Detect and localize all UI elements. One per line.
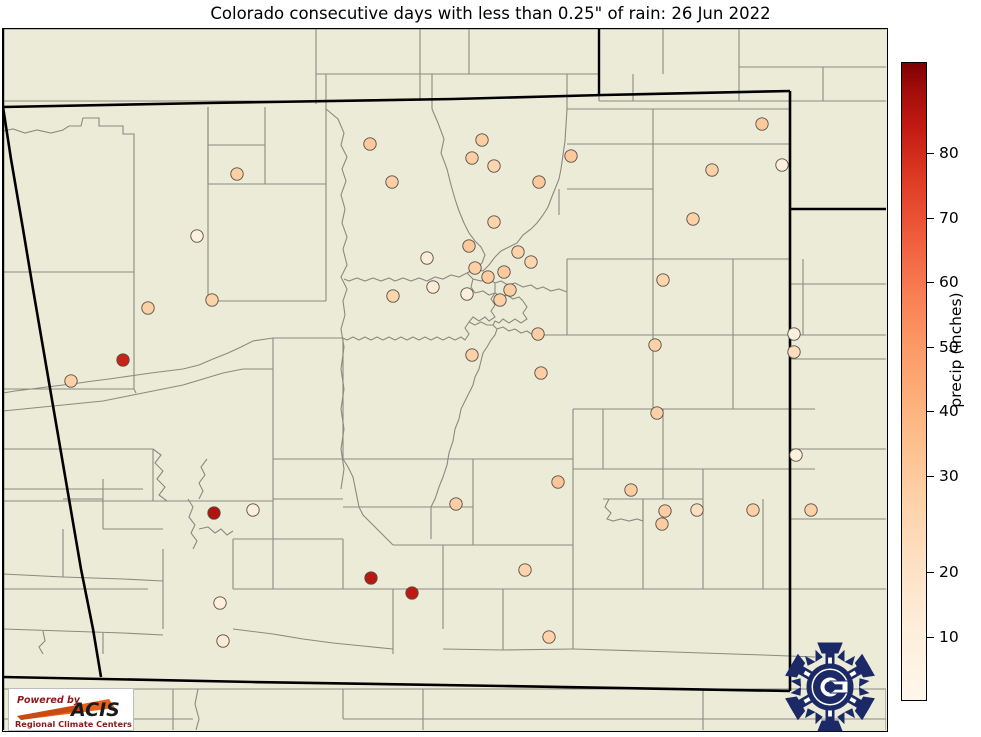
station-point — [116, 353, 130, 367]
page-title: Colorado consecutive days with less than… — [210, 4, 771, 23]
station-point — [420, 251, 434, 265]
colorbar-tick-label: 10 — [939, 628, 959, 646]
colorbar: 80 70 60 50 40 30 20 10 — [901, 62, 959, 701]
colorbar-tick-label: 50 — [939, 338, 959, 356]
station-point — [686, 212, 700, 226]
station-point — [648, 338, 662, 352]
station-point — [655, 517, 669, 531]
colorbar-tick-mark — [927, 411, 934, 412]
acis-wordmark: ACIS — [69, 699, 120, 721]
station-point — [787, 327, 801, 341]
station-point — [804, 503, 818, 517]
station-point — [487, 215, 501, 229]
colorbar-tick-label: 30 — [939, 467, 959, 485]
station-point — [216, 634, 230, 648]
station-point — [386, 289, 400, 303]
station-point — [230, 167, 244, 181]
station-point — [449, 497, 463, 511]
station-point — [658, 504, 672, 518]
station-point — [426, 280, 440, 294]
colorbar-axis-label-wrapper: precip (inches) — [946, 0, 970, 700]
station-point — [141, 301, 155, 315]
station-point — [650, 406, 664, 420]
station-point — [531, 327, 545, 341]
station-point — [534, 366, 548, 380]
station-point — [524, 255, 538, 269]
station-point — [207, 506, 221, 520]
acis-tagline: Regional Climate Centers — [15, 719, 132, 729]
station-point — [775, 158, 789, 172]
station-point — [503, 283, 517, 297]
acis-powered-by: Powered by — [17, 695, 81, 706]
station-point — [385, 175, 399, 189]
station-point — [363, 137, 377, 151]
colorbar-tick-label: 40 — [939, 402, 959, 420]
colorbar-tick-mark — [927, 153, 934, 154]
station-point — [755, 117, 769, 131]
station-point — [518, 563, 532, 577]
station-point — [190, 229, 204, 243]
colorbar-tick-mark — [927, 476, 934, 477]
station-point — [493, 293, 507, 307]
station-point — [64, 374, 78, 388]
station-point — [497, 265, 511, 279]
colorbar-tick-mark — [927, 282, 934, 283]
station-point — [465, 348, 479, 362]
station-point — [468, 261, 482, 275]
station-point — [564, 149, 578, 163]
station-points — [64, 117, 818, 648]
colorbar-axis-label: precip (inches) — [947, 292, 965, 408]
acis-logo: Powered by ACIS Regional Climate Centers — [8, 688, 134, 731]
snowflake-icon — [785, 642, 875, 732]
colorbar-tick-mark — [927, 637, 934, 638]
station-point — [624, 483, 638, 497]
station-point — [481, 270, 495, 284]
colorbar-tick-label: 70 — [939, 209, 959, 227]
station-point — [460, 287, 474, 301]
station-point — [746, 503, 760, 517]
colorado-climate-center-logo — [782, 641, 878, 733]
colorado-county-map — [3, 29, 886, 730]
neighbor-state-boundaries — [3, 29, 886, 730]
station-point — [511, 245, 525, 259]
station-point — [690, 503, 704, 517]
colorbar-gradient — [901, 62, 927, 701]
station-point — [475, 133, 489, 147]
station-point — [205, 293, 219, 307]
station-point — [364, 571, 378, 585]
station-point — [246, 503, 260, 517]
station-point — [656, 273, 670, 287]
station-point — [551, 475, 565, 489]
station-point — [542, 630, 556, 644]
colorbar-tick-label: 20 — [939, 563, 959, 581]
colorbar-tick-label: 60 — [939, 273, 959, 291]
station-point — [787, 345, 801, 359]
colorbar-tick-mark — [927, 218, 934, 219]
station-point — [405, 586, 419, 600]
state-boundary-colorado — [3, 89, 792, 693]
station-point — [532, 175, 546, 189]
acis-logo-graphic: Powered by ACIS Regional Climate Centers — [9, 689, 133, 730]
station-point — [789, 448, 803, 462]
colorbar-tick-mark — [927, 572, 934, 573]
county-boundaries — [3, 29, 886, 730]
station-point — [487, 159, 501, 173]
map-panel — [2, 28, 888, 732]
station-point — [705, 163, 719, 177]
station-point — [462, 239, 476, 253]
station-point — [213, 596, 227, 610]
colorbar-tick-mark — [927, 347, 934, 348]
station-point — [465, 151, 479, 165]
colorbar-tick-label: 80 — [939, 144, 959, 162]
